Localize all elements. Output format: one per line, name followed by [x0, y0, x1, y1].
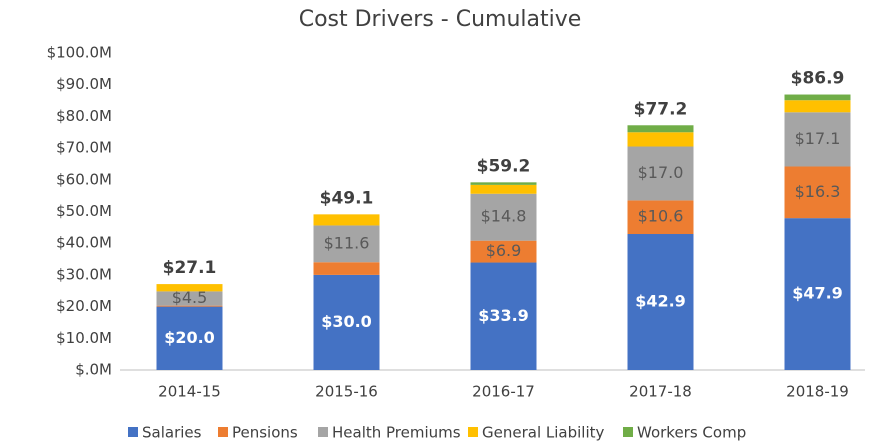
bar-segment [784, 218, 851, 370]
y-tick-label: $90.0M [56, 75, 112, 93]
y-tick-label: $10.0M [56, 329, 112, 347]
data-label: $10.6 [638, 207, 684, 226]
data-label: $42.9 [635, 292, 686, 311]
data-label: $16.3 [795, 182, 841, 201]
x-tick-label: 2018-19 [786, 383, 849, 401]
legend-label: Health Premiums [332, 424, 461, 442]
total-label: $49.1 [320, 188, 374, 208]
y-tick-label: $.0M [75, 361, 112, 379]
y-tick-label: $50.0M [56, 202, 112, 220]
y-tick-label: $80.0M [56, 107, 112, 125]
bar-segment [470, 262, 537, 370]
bar-segment [627, 200, 694, 235]
data-label: $47.9 [792, 284, 843, 303]
bar-segment [784, 166, 851, 219]
legend-label: Workers Comp [637, 424, 746, 442]
bar-segment [313, 262, 380, 275]
data-label: $17.1 [795, 129, 841, 148]
bar-segment [784, 94, 851, 101]
bar-segment [627, 234, 694, 370]
data-label: $20.0 [164, 328, 215, 347]
bar-segment [313, 214, 380, 226]
bar-segment [313, 225, 380, 263]
legend-swatch [468, 427, 478, 437]
y-tick-label: $40.0M [56, 234, 112, 252]
data-label: $33.9 [478, 306, 529, 325]
legend-label: General Liability [482, 424, 605, 442]
x-tick-label: 2014-15 [158, 383, 221, 401]
data-label: $6.9 [486, 241, 522, 260]
legend-label: Salaries [142, 424, 202, 442]
y-tick-label: $60.0M [56, 170, 112, 188]
x-tick-label: 2016-17 [472, 383, 535, 401]
bar-segment [313, 274, 380, 370]
y-tick-label: $70.0M [56, 139, 112, 157]
bar-segment [470, 184, 537, 194]
y-tick-label: $30.0M [56, 265, 112, 283]
legend-swatch [128, 427, 138, 437]
legend-swatch [318, 427, 328, 437]
bar-segment [156, 306, 223, 370]
legend-swatch [218, 427, 228, 437]
bar-segment [627, 132, 694, 147]
bar-segment [627, 146, 694, 201]
bar-segment [156, 284, 223, 292]
x-tick-label: 2017-18 [629, 383, 692, 401]
bar-segment [156, 305, 223, 307]
total-label: $59.2 [477, 156, 531, 176]
y-tick-label: $20.0M [56, 297, 112, 315]
data-label: $17.0 [638, 163, 684, 182]
bar-segment [470, 182, 537, 185]
total-label: $77.2 [634, 99, 688, 119]
legend-label: Pensions [232, 424, 298, 442]
data-label: $11.6 [324, 233, 370, 252]
bar-segment [784, 112, 851, 167]
bar-segment [156, 291, 223, 306]
chart-title: Cost Drivers - Cumulative [299, 7, 582, 32]
bar-segment [470, 193, 537, 241]
data-label: $30.0 [321, 312, 372, 331]
data-label: $4.5 [172, 288, 208, 307]
bar-segment [627, 125, 694, 133]
x-tick-label: 2015-16 [315, 383, 378, 401]
total-label: $86.9 [791, 69, 845, 89]
bar-segment [784, 100, 851, 113]
data-label: $14.8 [481, 207, 527, 226]
y-tick-label: $100.0M [47, 44, 112, 62]
bar-segment [470, 240, 537, 263]
total-label: $27.1 [163, 258, 217, 278]
legend-swatch [623, 427, 633, 437]
